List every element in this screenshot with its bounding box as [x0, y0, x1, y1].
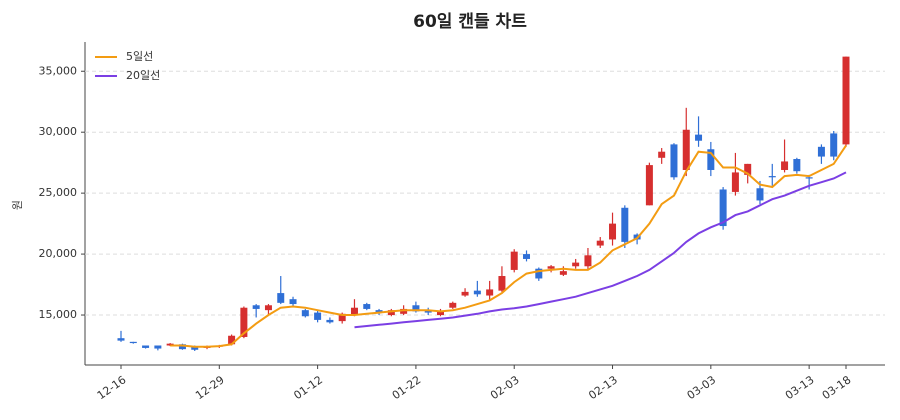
- candle-body: [424, 310, 432, 313]
- legend-label: 5일선: [126, 49, 153, 63]
- x-tick-label: 01-12: [291, 373, 325, 402]
- candle-body: [301, 310, 309, 317]
- candle-body: [228, 335, 236, 345]
- candle-body: [264, 305, 272, 311]
- x-tick-label: 02-03: [488, 373, 522, 402]
- x-tick-label: 03-13: [783, 373, 817, 402]
- candle-body: [350, 307, 358, 316]
- candle-body: [289, 299, 297, 305]
- candle-body: [609, 223, 617, 240]
- candle-body: [547, 266, 555, 269]
- candle-body: [842, 56, 850, 145]
- candle-body: [240, 307, 248, 337]
- candle-body: [670, 144, 678, 178]
- candle-body: [498, 276, 506, 291]
- candle-body: [695, 134, 703, 141]
- y-tick-label: 20,000: [39, 247, 78, 260]
- candle-body: [166, 343, 174, 346]
- candle-body: [621, 207, 629, 242]
- y-tick-label: 15,000: [39, 308, 78, 321]
- candle-body: [523, 254, 531, 259]
- candle-body: [142, 345, 150, 348]
- candle-body: [461, 291, 469, 296]
- x-tick-label: 12-16: [95, 373, 129, 402]
- candle-body: [178, 344, 186, 350]
- candle-body: [805, 177, 813, 179]
- ma-line: [170, 145, 847, 348]
- x-tick-label: 03-03: [685, 373, 719, 402]
- candle-body: [817, 146, 825, 157]
- candle-body: [400, 308, 408, 314]
- candle-body: [449, 302, 457, 308]
- candle-body: [326, 319, 334, 323]
- candle-body: [191, 346, 199, 350]
- candle-body: [781, 161, 789, 170]
- candle-body: [535, 268, 543, 279]
- candle-body: [277, 293, 285, 303]
- candle-body: [682, 129, 690, 170]
- chart-title: 60일 캔들 차트: [413, 12, 527, 32]
- candle-body: [375, 310, 383, 313]
- candle-body: [744, 163, 752, 175]
- y-axis-label: 원: [11, 200, 24, 210]
- candle-body: [314, 312, 322, 320]
- candle-body: [645, 165, 653, 206]
- candle-body: [793, 159, 801, 172]
- candle-body: [436, 311, 444, 316]
- candle-body: [486, 289, 494, 296]
- candle-body: [473, 290, 481, 295]
- candle-body: [756, 188, 764, 201]
- candle-body: [731, 172, 739, 192]
- candle-body: [596, 240, 604, 246]
- x-tick-label: 02-13: [586, 373, 620, 402]
- candle-body: [719, 189, 727, 227]
- candle-body: [363, 304, 371, 309]
- y-tick-label: 30,000: [39, 125, 78, 138]
- candle-body: [129, 341, 137, 344]
- candle-body: [252, 305, 260, 309]
- candle-body: [154, 345, 162, 349]
- candle-body: [412, 305, 420, 312]
- y-tick-label: 25,000: [39, 186, 78, 199]
- candle-body: [830, 133, 838, 157]
- x-tick-label: 01-22: [390, 373, 424, 402]
- candle-body: [584, 255, 592, 267]
- ma-line: [354, 171, 847, 329]
- candle-body: [572, 262, 580, 267]
- candle-body: [768, 176, 776, 178]
- x-tick-label: 03-18: [820, 373, 854, 402]
- candle-body: [338, 313, 346, 322]
- candle-body: [559, 271, 567, 275]
- legend-label: 20일선: [126, 68, 160, 82]
- x-tick-label: 12-29: [193, 373, 227, 402]
- candle-body: [387, 310, 395, 316]
- candle-body: [510, 251, 518, 270]
- y-tick-label: 35,000: [39, 64, 78, 77]
- candle-body: [658, 151, 666, 158]
- candle-body: [117, 338, 125, 341]
- candle-body: [707, 149, 715, 170]
